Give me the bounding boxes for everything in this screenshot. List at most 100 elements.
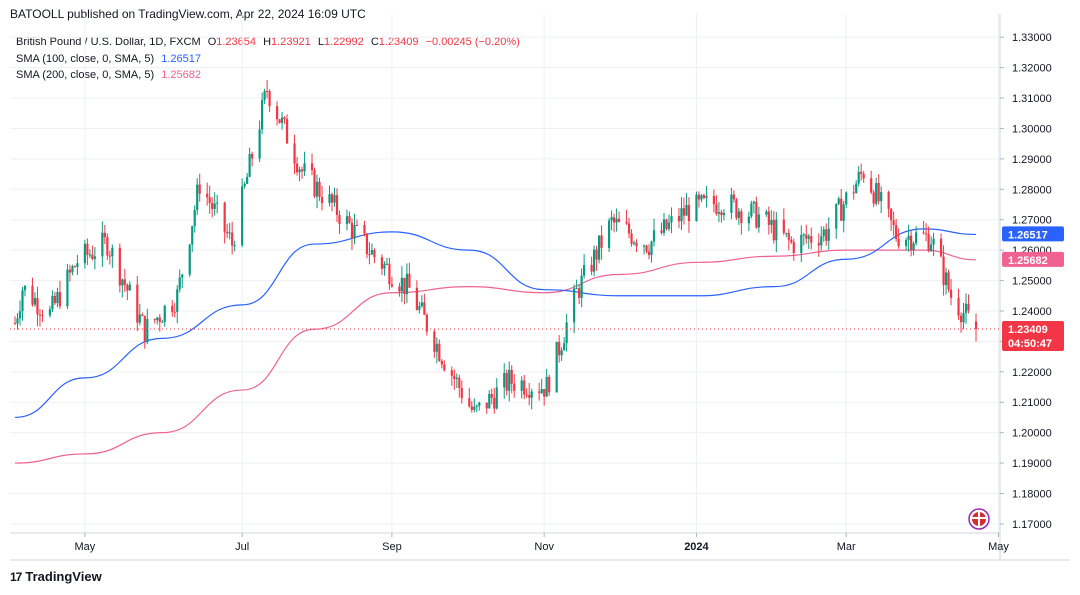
candle-body	[385, 263, 389, 265]
candle-body	[927, 234, 930, 251]
candle-body	[942, 256, 945, 285]
candle-body	[83, 243, 86, 264]
candle-body	[949, 289, 953, 298]
x-tick-label: May	[988, 541, 1009, 553]
candle-body	[388, 263, 391, 285]
candle-body	[590, 264, 593, 272]
candle-body	[647, 251, 651, 256]
tradingview-logo-text: TradingView	[25, 569, 102, 584]
candle-body	[670, 216, 673, 223]
candle-body	[565, 322, 568, 344]
candle-body	[910, 235, 913, 250]
change-value: −0.00245 (−0.20%)	[425, 36, 520, 48]
y-tick-label: 1.20000	[1012, 428, 1052, 440]
y-tick-label: 1.32000	[1012, 63, 1052, 75]
candle-body	[892, 220, 895, 226]
tradingview-logo[interactable]: 17 TradingView	[10, 569, 102, 584]
candle-body	[380, 257, 384, 269]
candle-body	[330, 194, 334, 203]
candle-body	[455, 377, 458, 379]
publisher-header: BATOOLL published on TradingView.com, Ap…	[10, 7, 366, 21]
y-tick-label: 1.31000	[1012, 93, 1052, 105]
candle-body	[548, 376, 551, 393]
y-tick-label: 1.24000	[1012, 306, 1052, 318]
candle-body	[877, 183, 880, 202]
candle-body	[233, 245, 236, 247]
candle-body	[303, 163, 306, 172]
candle-body	[755, 201, 758, 228]
candle-body	[712, 195, 716, 205]
candle-body	[263, 90, 266, 100]
candle-body	[76, 263, 79, 267]
candle-body	[660, 230, 663, 233]
candle-body	[128, 284, 131, 291]
candle-body	[682, 208, 686, 216]
candle-body	[211, 203, 214, 209]
candle-body	[915, 232, 918, 244]
candle-body	[268, 91, 271, 107]
candle-body	[597, 235, 601, 260]
candle-body	[450, 370, 453, 376]
candle-body	[610, 217, 613, 221]
x-tick-label: 2024	[684, 541, 709, 553]
candle-body	[800, 234, 803, 254]
candle-body	[261, 99, 264, 130]
candle-body	[171, 305, 174, 312]
candle-body	[68, 269, 72, 273]
high-value: 1.23921	[271, 36, 311, 48]
candle-body	[118, 247, 121, 286]
candle-body	[697, 194, 701, 200]
candle-body	[929, 244, 933, 251]
candle-body	[295, 163, 299, 173]
candle-body	[827, 228, 830, 241]
candle-body	[967, 303, 970, 311]
candle-body	[525, 394, 528, 396]
candle-body	[373, 250, 376, 258]
candle-body	[350, 222, 354, 239]
candle-body	[400, 277, 403, 292]
candle-body	[488, 393, 491, 409]
candle-body	[370, 250, 374, 255]
candle-body	[737, 211, 740, 218]
candle-body	[700, 195, 703, 200]
sma200-line-group	[14, 249, 977, 464]
candle-body	[403, 277, 406, 295]
candle-body	[890, 208, 893, 221]
candle-body	[543, 389, 546, 397]
candle-body	[875, 183, 878, 204]
flag-icon[interactable]	[968, 508, 990, 530]
candle-body	[368, 254, 371, 256]
candle-body	[493, 397, 496, 409]
sma200-line	[14, 249, 977, 464]
y-tick-label: 1.25000	[1012, 276, 1052, 288]
candle-body	[405, 273, 408, 295]
candle-body	[702, 195, 706, 198]
candle-body	[31, 285, 34, 305]
candle-body	[38, 314, 42, 316]
candle-body	[632, 242, 636, 244]
candle-body	[338, 215, 341, 224]
candle-body	[508, 369, 511, 391]
high-label: H	[263, 36, 272, 48]
candle-body	[58, 292, 62, 307]
candle-body	[248, 153, 251, 177]
candle-body	[213, 203, 216, 209]
candle-body	[872, 192, 875, 204]
candle-body	[216, 202, 219, 204]
symbol-name[interactable]: British Pound / U.S. Dollar, 1D, FXCM	[16, 36, 201, 48]
candle-body	[475, 405, 478, 407]
candle-body	[855, 183, 858, 194]
candle-body	[563, 343, 566, 351]
x-tick-label: Sep	[382, 541, 402, 553]
candle-body	[822, 229, 825, 237]
candle-body	[685, 204, 688, 216]
candle-body	[625, 221, 628, 224]
candle-body	[345, 216, 349, 224]
candle-body	[880, 192, 883, 202]
candle-body	[198, 184, 201, 194]
candle-body	[857, 171, 860, 184]
candle-body	[458, 377, 461, 388]
candle-body	[792, 242, 795, 254]
candle-body	[136, 284, 139, 323]
